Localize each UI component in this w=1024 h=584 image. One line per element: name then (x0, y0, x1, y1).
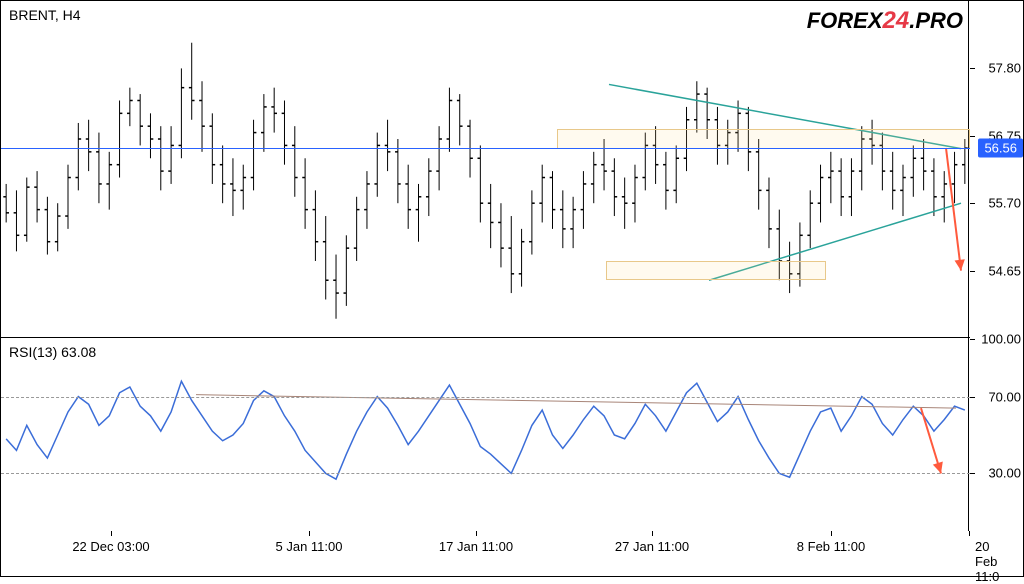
chart-container: BRENT, H4 RSI(13) 63.08 FOREX24.PRO 54.6… (0, 0, 1024, 577)
price-tick: 54.65 (988, 263, 1021, 278)
price-zone (557, 129, 970, 148)
rsi-chart-svg (1, 339, 970, 531)
x-tick: 22 Dec 03:00 (72, 539, 149, 554)
rsi-tick: 30.00 (988, 466, 1021, 481)
logo-part3: .PRO (909, 8, 963, 33)
rsi-level-line (1, 473, 970, 474)
symbol-label: BRENT, H4 (9, 7, 81, 23)
price-zone (606, 261, 826, 280)
logo-part1: FOREX (807, 8, 883, 33)
logo: FOREX24.PRO (807, 7, 963, 35)
rsi-tick: 70.00 (988, 389, 1021, 404)
x-tick: 27 Jan 11:00 (615, 539, 689, 554)
x-tick: 8 Feb 11:00 (797, 539, 865, 554)
last-price-line (1, 148, 970, 149)
rsi-tick: 100.00 (981, 332, 1021, 347)
price-tick: 57.80 (988, 61, 1021, 76)
last-price-box: 56.56 (978, 138, 1023, 157)
logo-part2: 24 (883, 7, 910, 34)
rsi-label: RSI(13) 63.08 (9, 344, 96, 360)
x-tick: 5 Jan 11:00 (276, 539, 343, 554)
x-tick: 20 Feb 11:0 (975, 539, 1007, 584)
price-tick: 55.70 (988, 196, 1021, 211)
x-tick: 17 Jan 11:00 (439, 539, 513, 554)
rsi-level-line (1, 397, 970, 398)
price-chart-svg (1, 1, 970, 338)
